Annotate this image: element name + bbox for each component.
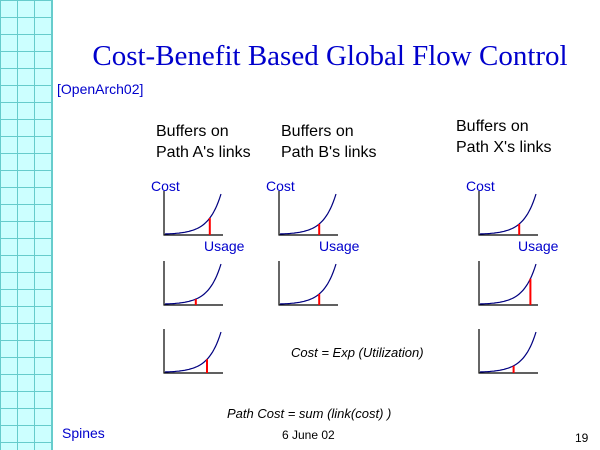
slide-title: Cost-Benefit Based Global Flow Control [92,40,568,72]
plot-axes [478,191,538,236]
cost-plot-b1 [278,191,338,236]
column-header-path-x: Buffers on Path X's links [456,116,552,158]
axis-label-cost-b: Cost [266,178,295,194]
column-header-path-b: Buffers on Path B's links [281,121,377,163]
plot-axes [478,261,538,306]
footer-date: 6 June 02 [282,428,335,442]
axis-label-cost-a: Cost [151,178,180,194]
plot-axes [278,261,338,306]
cost-plot-x1 [478,191,538,236]
footer-spines: Spines [62,425,105,441]
axis-label-usage-x: Usage [518,238,559,254]
axis-label-usage-a: Usage [204,238,245,254]
plot-axes [163,261,223,306]
column-header-line1: Buffers on [281,123,354,140]
cost-formula: Cost = Exp (Utilization) [291,345,424,360]
axis-label-cost-x: Cost [466,178,495,194]
cost-curve [279,193,337,235]
footer-page-number: 19 [575,431,589,445]
column-header-line2: Path X's links [456,139,552,156]
column-header-line2: Path A's links [156,144,251,161]
plot-axes [163,329,223,374]
cost-plot-a2 [163,261,223,306]
decorative-grid-strip [0,0,53,450]
cost-curve [479,331,537,373]
cost-plot-b2 [278,261,338,306]
cost-plot-a1 [163,191,223,236]
cost-curve [479,263,537,305]
plot-axes [163,191,223,236]
axis-label-usage-b: Usage [319,238,360,254]
cost-curve [164,263,222,305]
plot-axes [478,329,538,374]
cost-plot-x3 [478,329,538,374]
cost-plot-a3 [163,329,223,374]
column-header-line1: Buffers on [156,123,229,140]
cost-plot-x2 [478,261,538,306]
cost-curve [479,193,537,235]
column-header-line1: Buffers on [456,118,529,135]
column-header-line2: Path B's links [281,144,377,161]
plot-axes [278,191,338,236]
cost-curve [164,193,222,235]
cost-curve [164,331,222,373]
column-header-path-a: Buffers on Path A's links [156,121,251,163]
cost-curve [279,263,337,305]
reference-tag: [OpenArch02] [57,81,144,97]
path-cost-formula: Path Cost = sum (link(cost) ) [227,406,392,421]
